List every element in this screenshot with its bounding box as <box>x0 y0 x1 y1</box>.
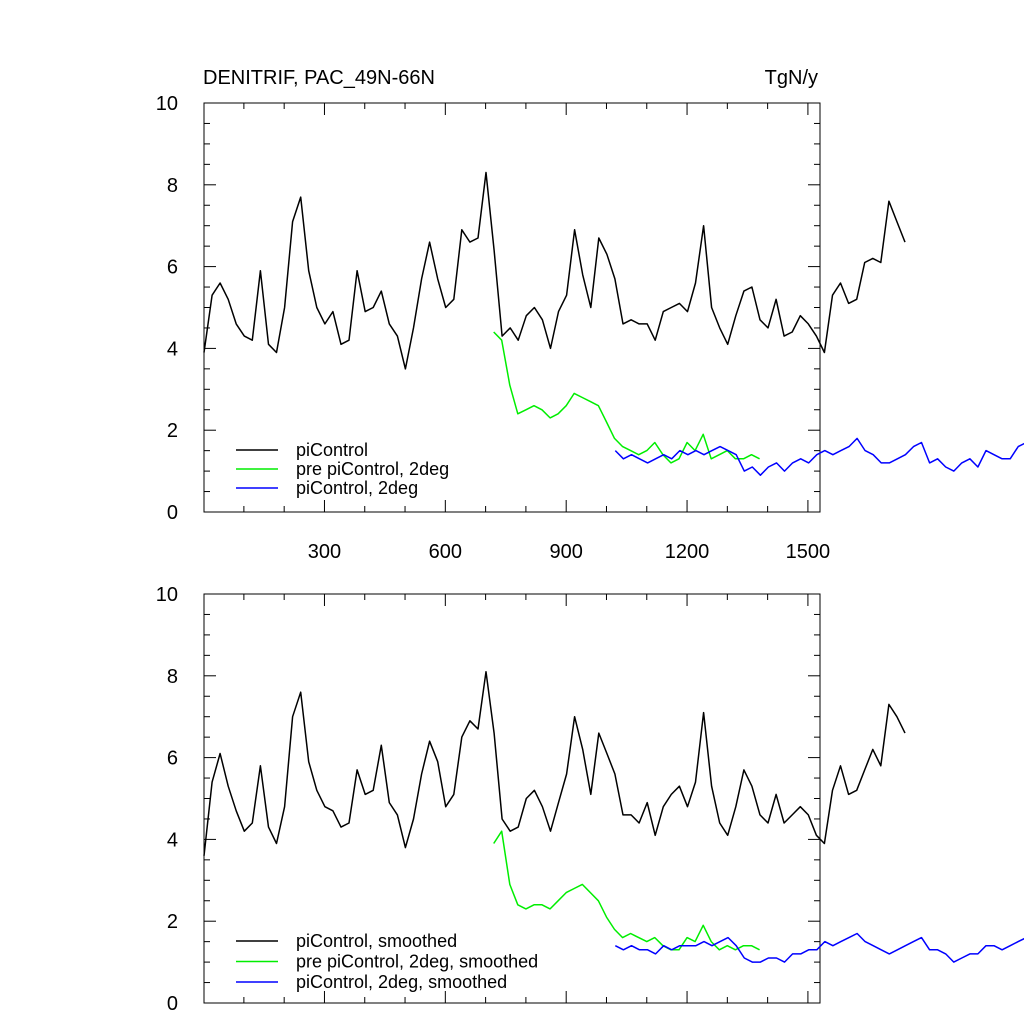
legend-label: piControl, smoothed <box>296 931 457 951</box>
legend-label: pre piControl, 2deg, smoothed <box>296 952 538 972</box>
series-line-1 <box>493 830 760 951</box>
legend-label: piControl, 2deg, smoothed <box>296 972 507 992</box>
y-tick-label: 0 <box>167 502 178 524</box>
y-tick-label: 2 <box>167 420 178 442</box>
y-tick-label: 10 <box>156 584 178 606</box>
y-tick-label: 4 <box>167 829 178 851</box>
legend-label: piControl <box>296 440 368 460</box>
series-line-0 <box>203 670 906 856</box>
legend-label: pre piControl, 2deg <box>296 459 449 479</box>
y-tick-label: 6 <box>167 257 178 279</box>
y-tick-label: 0 <box>167 993 178 1015</box>
x-tick-label: 1200 <box>665 541 710 563</box>
y-tick-label: 4 <box>167 338 178 360</box>
chart-title: DENITRIF, PAC_49N-66N <box>203 67 435 89</box>
x-tick-label: 300 <box>308 541 341 563</box>
y-tick-label: 8 <box>167 175 178 197</box>
x-tick-label: 600 <box>429 541 462 563</box>
x-tick-label: 900 <box>549 541 582 563</box>
y-tick-label: 8 <box>167 666 178 688</box>
legend-label: piControl, 2deg <box>296 478 418 498</box>
units-label: TgN/y <box>765 67 818 89</box>
series-line-2 <box>614 437 1024 476</box>
y-tick-label: 10 <box>156 93 178 115</box>
y-tick-label: 6 <box>167 748 178 770</box>
series-line-1 <box>493 331 760 464</box>
x-tick-label: 1500 <box>786 541 831 563</box>
series-line-0 <box>203 171 906 370</box>
series-line-2 <box>614 932 1024 963</box>
y-tick-label: 2 <box>167 911 178 933</box>
